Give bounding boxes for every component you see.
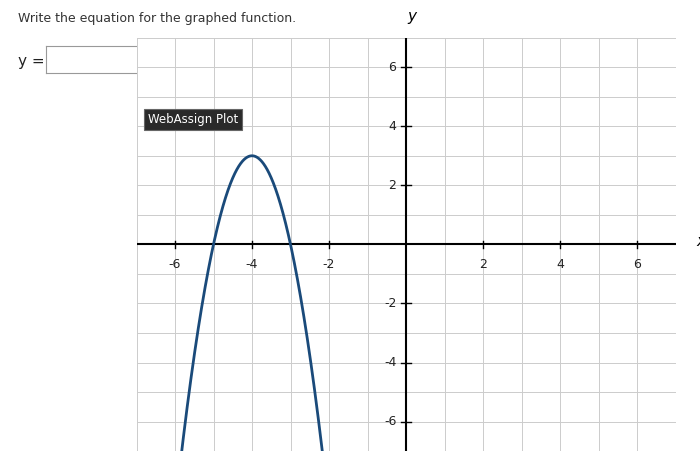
Text: 2: 2 <box>479 258 487 271</box>
Text: 6: 6 <box>633 258 641 271</box>
Text: -2: -2 <box>323 258 335 271</box>
Text: Write the equation for the graphed function.: Write the equation for the graphed funct… <box>18 12 295 25</box>
Text: 4: 4 <box>389 120 396 133</box>
Text: -6: -6 <box>384 415 396 428</box>
Text: x: x <box>696 234 700 249</box>
Text: 4: 4 <box>556 258 564 271</box>
Text: -6: -6 <box>169 258 181 271</box>
Text: -2: -2 <box>384 297 396 310</box>
Text: 6: 6 <box>389 61 396 74</box>
Text: y: y <box>407 9 416 24</box>
Text: WebAssign Plot: WebAssign Plot <box>148 113 238 126</box>
Text: 2: 2 <box>389 179 396 192</box>
Text: y =: y = <box>18 54 44 69</box>
Text: -4: -4 <box>384 356 396 369</box>
Text: -4: -4 <box>246 258 258 271</box>
